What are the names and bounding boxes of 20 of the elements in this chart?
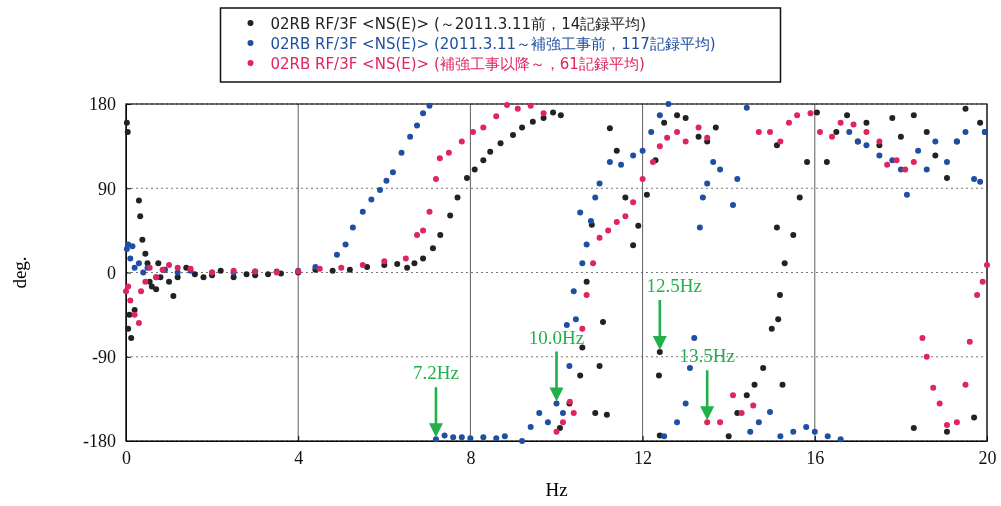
legend-label: 02RB RF/3F <NS(E)> (2011.3.11～補強工事前，117記録平均) xyxy=(270,35,716,53)
x-axis-title: Hz xyxy=(545,479,568,500)
y-tick-label: 90 xyxy=(98,178,116,199)
y-axis-title: deg. xyxy=(9,256,30,289)
x-tick-label: 20 xyxy=(978,447,997,468)
x-tick-label: 4 xyxy=(294,447,304,468)
annotation: 13.5Hz xyxy=(679,345,735,367)
legend-label: 02RB RF/3F <NS(E)> (～2011.3.11前，14記録平均) xyxy=(270,15,647,33)
annotation: 12.5Hz xyxy=(646,275,703,297)
y-tick-label: 0 xyxy=(107,262,116,283)
annotation: 10.0Hz xyxy=(528,326,585,348)
x-tick-label: 16 xyxy=(806,447,825,468)
y-tick-label: 180 xyxy=(89,94,116,115)
x-tick-label: 12 xyxy=(634,447,653,468)
annotation: 7.2Hz xyxy=(413,362,459,384)
y-tick-label: -90 xyxy=(92,347,116,368)
x-tick-label: 8 xyxy=(466,447,476,468)
legend-label: 02RB RF/3F <NS(E)> (補強工事以降～，61記録平均) xyxy=(270,55,645,73)
y-tick-label: -180 xyxy=(83,431,116,452)
x-tick-label: 0 xyxy=(122,447,131,468)
